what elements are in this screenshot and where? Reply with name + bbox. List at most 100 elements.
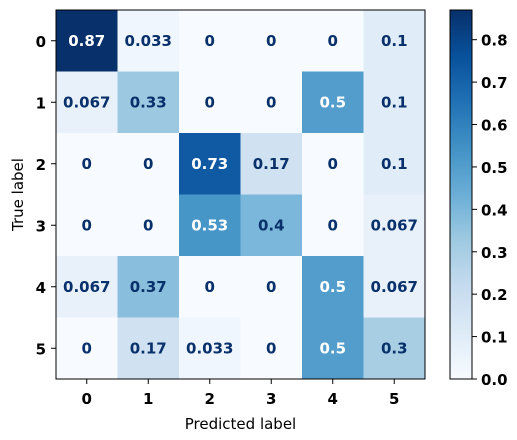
- y-tick-label: 2: [36, 156, 46, 174]
- cell-value-label: 0: [82, 339, 92, 357]
- cell-value-label: 0: [205, 32, 215, 50]
- heatmap-cell: [179, 256, 241, 318]
- x-tick-label: 2: [205, 390, 215, 408]
- cell-value-label: 0.73: [191, 155, 228, 173]
- heatmap-cell: [363, 256, 426, 318]
- colorbar-ticks: 0.0 0.1 0.2 0.3 0.4 0.5 0.6 0.7 0.8: [472, 32, 508, 389]
- y-tick-label: 5: [36, 340, 46, 358]
- cell-value-label: 0.87: [68, 32, 105, 50]
- heatmap-cell: [240, 194, 303, 257]
- cell-value-label: 0: [266, 32, 276, 50]
- y-tick-label: 3: [36, 217, 46, 235]
- cell-value-label: 0.067: [63, 278, 110, 296]
- heatmap-cell: [56, 256, 118, 318]
- cell-value-label: 0.067: [371, 216, 418, 234]
- heatmap-cell: [363, 194, 426, 257]
- heatmap-cell: [240, 10, 303, 72]
- cell-value-label: 0: [82, 216, 92, 234]
- cell-value-label: 0.17: [130, 339, 167, 357]
- heatmap-cell: [56, 10, 118, 72]
- cell-value-label: 0: [266, 278, 276, 296]
- cell-value-label: 0.5: [319, 278, 346, 296]
- heatmap-cell: [302, 10, 364, 72]
- cell-value-label: 0.1: [381, 93, 408, 111]
- cell-value-label: 0.53: [191, 216, 228, 234]
- heatmap-cell: [179, 133, 241, 195]
- colorbar: [449, 9, 473, 380]
- heatmap-cell: [117, 317, 180, 380]
- heatmap-cell: [302, 194, 364, 257]
- cell-value-label: 0.33: [130, 93, 167, 111]
- cell-value-label: 0.033: [125, 32, 172, 50]
- heatmap-cell: [240, 133, 303, 195]
- cell-value-label: 0.1: [381, 32, 408, 50]
- colorbar-tick-label: 0.4: [481, 201, 508, 219]
- heatmap-cell: [56, 317, 118, 380]
- heatmap-cell: [363, 317, 426, 380]
- heatmap-cell: [302, 133, 364, 195]
- x-tick-label: 3: [266, 390, 276, 408]
- heatmap-cell: [179, 194, 241, 257]
- x-tick-label: 0: [82, 390, 92, 408]
- x-tick-label: 5: [389, 390, 399, 408]
- heatmap-cell: [117, 71, 180, 134]
- cell-value-label: 0: [328, 32, 338, 50]
- colorbar-tick-label: 0.5: [481, 159, 508, 177]
- y-tick-label: 0: [36, 33, 46, 51]
- y-axis-label: True label: [9, 158, 27, 232]
- cell-value-label: 0.5: [319, 93, 346, 111]
- cell-value-label: 0: [143, 155, 153, 173]
- heatmap-cell: [363, 10, 426, 72]
- colorbar-tick-label: 0.8: [481, 32, 508, 50]
- cell-value-label: 0: [82, 155, 92, 173]
- cell-value-label: 0.3: [381, 339, 408, 357]
- heatmap-cell: [363, 133, 426, 195]
- heatmap-cell: [56, 133, 118, 195]
- cell-value-label: 0.5: [319, 339, 346, 357]
- colorbar-tick-label: 0.7: [481, 74, 508, 92]
- colorbar-tick-label: 0.6: [481, 117, 508, 135]
- cell-value-label: 0: [143, 216, 153, 234]
- x-axis-ticks: 0 1 2 3 4 5: [82, 379, 399, 408]
- cell-value-label: 0.1: [381, 155, 408, 173]
- cell-value-label: 0: [205, 93, 215, 111]
- heatmap-cell: [363, 71, 426, 134]
- heatmap-cell: [117, 194, 180, 257]
- colorbar-tick-label: 0.0: [481, 371, 508, 389]
- heatmap-cell: [117, 133, 180, 195]
- cell-value-label: 0: [266, 339, 276, 357]
- heatmap-cell: [179, 317, 241, 380]
- colorbar-tick-label: 0.3: [481, 244, 508, 262]
- cell-value-label: 0.37: [130, 278, 167, 296]
- heatmap-cell: [56, 194, 118, 257]
- cell-value-label: 0: [266, 93, 276, 111]
- cell-value-label: 0.033: [186, 339, 233, 357]
- cell-value-label: 0.067: [371, 278, 418, 296]
- cell-value-label: 0.4: [258, 216, 285, 234]
- heatmap-cell: [302, 71, 364, 134]
- heatmap-cells: 0.87 0.033 0 0 0 0.1 0.067 0.33 0 0 0.5 0.1 0 0 0.73 0.…: [56, 10, 426, 380]
- y-axis-ticks: 0 1 2 3 4 5: [36, 33, 56, 358]
- x-tick-label: 4: [328, 390, 338, 408]
- colorbar-tick-label: 0.2: [481, 286, 508, 304]
- cell-value-label: 0: [328, 216, 338, 234]
- heatmap-cell: [117, 256, 180, 318]
- heatmap-cell: [117, 10, 180, 72]
- heatmap-cell: [302, 256, 364, 318]
- cell-value-label: 0: [205, 278, 215, 296]
- heatmap-cell: [302, 317, 364, 380]
- plot-frame: [55, 9, 426, 380]
- cell-value-label: 0.067: [63, 93, 110, 111]
- y-tick-label: 1: [36, 94, 46, 112]
- y-tick-label: 4: [36, 279, 46, 297]
- heatmap-cell: [240, 71, 303, 134]
- heatmap-cell: [56, 71, 118, 134]
- heatmap-cell: [240, 256, 303, 318]
- cell-value-label: 0.17: [253, 155, 290, 173]
- x-tick-label: 1: [143, 390, 153, 408]
- heatmap-cell: [179, 71, 241, 134]
- x-axis-label: Predicted label: [185, 415, 296, 433]
- heatmap-cell: [240, 317, 303, 380]
- cell-value-label: 0: [328, 155, 338, 173]
